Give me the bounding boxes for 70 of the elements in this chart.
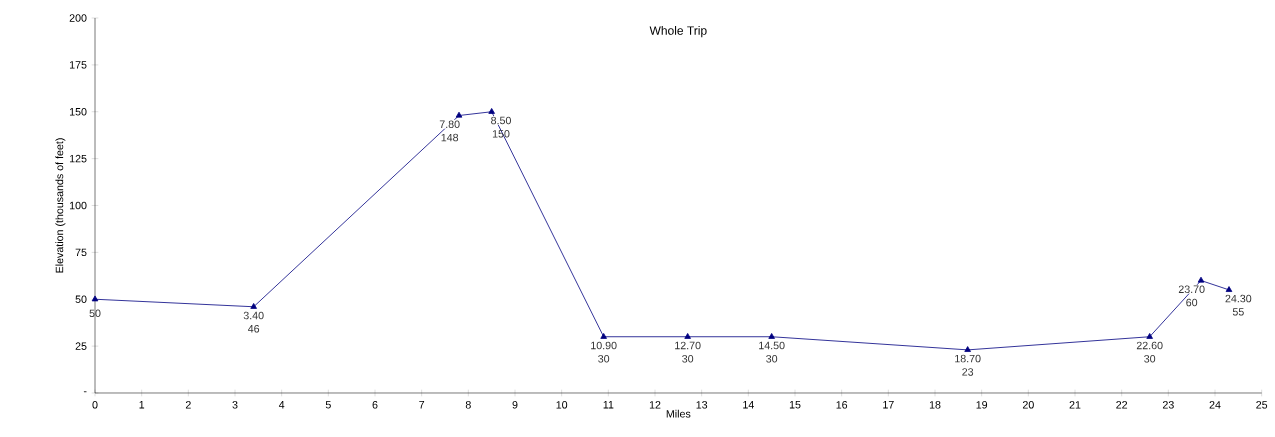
point bbox=[684, 333, 691, 339]
data-label: 30 bbox=[766, 355, 778, 363]
x-tick-label: 24 bbox=[1209, 401, 1221, 409]
x-tick-label: 21 bbox=[1069, 401, 1081, 409]
x-tick-label: 10 bbox=[556, 401, 568, 409]
x-tick-label: 3 bbox=[232, 401, 238, 409]
x-tick-label: 1 bbox=[139, 401, 145, 409]
y-axis-title: Elevation (thousands of feet) bbox=[55, 138, 66, 273]
data-label: 30 bbox=[682, 355, 694, 363]
data-label: 55 bbox=[1232, 308, 1244, 316]
data-label: 50 bbox=[89, 309, 101, 318]
annotation: 7.80 bbox=[439, 120, 460, 128]
y-tick-label: 200 bbox=[69, 14, 87, 22]
annotation: 8.50 bbox=[491, 116, 511, 125]
x-tick-label: 5 bbox=[325, 401, 331, 409]
annotation: 12.70 bbox=[675, 341, 701, 350]
annotation: 23.70 bbox=[1178, 285, 1205, 293]
point bbox=[768, 333, 775, 339]
x-tick-label: 2 bbox=[185, 401, 191, 409]
point bbox=[600, 333, 607, 339]
data-label: 150 bbox=[492, 130, 510, 138]
point bbox=[91, 295, 99, 302]
x-tick-label: 16 bbox=[836, 401, 848, 409]
data-label: 23 bbox=[962, 368, 974, 376]
point bbox=[1225, 286, 1233, 292]
x-tick-label: 7 bbox=[419, 401, 425, 409]
y-tick-label: 50 bbox=[75, 295, 87, 304]
x-tick-label: 17 bbox=[883, 401, 894, 409]
x-tick-label: 0 bbox=[92, 401, 98, 409]
x-tick-label: 6 bbox=[372, 401, 378, 409]
point bbox=[964, 346, 971, 352]
x-tick-label: 11 bbox=[603, 401, 614, 409]
annotation: 3.40 bbox=[243, 311, 264, 320]
y-tick-label: 125 bbox=[69, 154, 87, 163]
y-tick-label: 100 bbox=[69, 201, 87, 210]
data-label: 60 bbox=[1186, 298, 1198, 307]
y-tick-label: 150 bbox=[69, 107, 87, 116]
x-tick-label: 4 bbox=[278, 401, 285, 409]
x-tick-label: 18 bbox=[929, 401, 941, 409]
y-tick-label: 175 bbox=[69, 61, 87, 69]
x-tick-label: 13 bbox=[696, 401, 708, 409]
annotation: 10.90 bbox=[591, 341, 617, 350]
x-tick-label: 14 bbox=[743, 401, 754, 409]
x-tick-label: 23 bbox=[1162, 401, 1174, 409]
point bbox=[1197, 276, 1205, 283]
x-tick-label: 12 bbox=[649, 401, 661, 409]
point bbox=[488, 108, 495, 114]
data-label: 148 bbox=[441, 133, 459, 142]
x-axis-title: Miles bbox=[666, 409, 691, 418]
x-tick-label: 25 bbox=[1256, 401, 1268, 409]
point bbox=[455, 111, 463, 118]
x-tick-label: 8 bbox=[465, 401, 471, 409]
point bbox=[250, 303, 257, 309]
data-label: 30 bbox=[1144, 355, 1156, 363]
x-tick-label: 15 bbox=[789, 401, 801, 409]
x-tick-label: 9 bbox=[512, 401, 518, 409]
data-label: 30 bbox=[598, 355, 610, 363]
y-tick-label: 75 bbox=[75, 248, 87, 257]
annotation: 14.50 bbox=[759, 341, 785, 350]
annotation: 18.70 bbox=[955, 354, 981, 363]
text: Whole Trip bbox=[649, 25, 707, 38]
point bbox=[1146, 333, 1153, 339]
x-tick-label: 20 bbox=[1022, 401, 1034, 409]
y-tick-label: 25 bbox=[75, 342, 87, 350]
annotation: 24.30 bbox=[1225, 294, 1252, 303]
x-tick-label: 22 bbox=[1116, 401, 1128, 409]
x-tick-label: 19 bbox=[976, 401, 988, 409]
annotation: 22.60 bbox=[1136, 341, 1163, 350]
y-tick-label: - bbox=[83, 391, 87, 393]
data-label: 46 bbox=[247, 325, 260, 333]
